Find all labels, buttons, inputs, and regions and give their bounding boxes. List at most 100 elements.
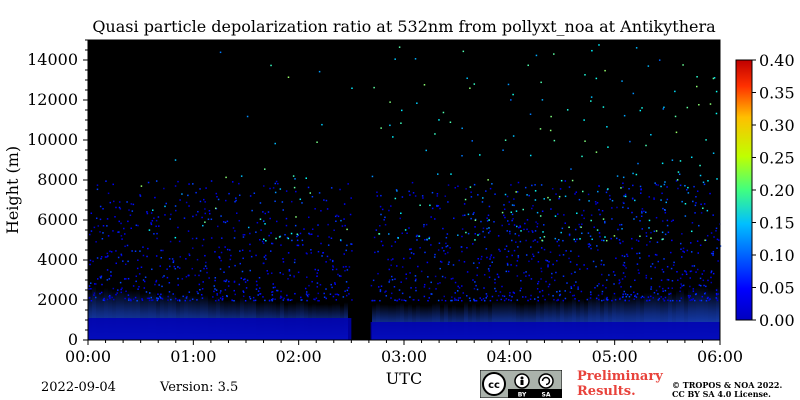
heatmap-cell [573, 294, 576, 297]
heatmap-cell [540, 278, 542, 280]
heatmap-cell [562, 275, 565, 277]
heatmap-cell [541, 99, 544, 101]
heatmap-cell [224, 221, 227, 224]
heatmap-cell [146, 255, 148, 258]
heatmap-cell [150, 212, 153, 214]
heatmap-cell [492, 301, 496, 340]
heatmap-cell [195, 237, 198, 240]
heatmap-cell [513, 204, 515, 207]
heatmap-cell [95, 217, 98, 220]
heatmap-cell [392, 258, 394, 260]
heatmap-cell [620, 286, 622, 288]
heatmap-cell [165, 202, 167, 205]
heatmap-cell [577, 286, 579, 288]
heatmap-cell [285, 190, 288, 192]
heatmap-cell [220, 290, 222, 292]
heatmap-cell [99, 231, 101, 233]
heatmap-cell [223, 280, 225, 282]
heatmap-cell [138, 285, 140, 288]
heatmap-cell [445, 245, 447, 248]
heatmap-cell [119, 208, 122, 210]
heatmap-cell [646, 299, 649, 302]
heatmap-cell [431, 293, 433, 295]
heatmap-cell [632, 184, 634, 187]
heatmap-cell [611, 207, 613, 209]
heatmap-cell [287, 76, 290, 79]
heatmap-cell [656, 241, 659, 244]
heatmap-cell [453, 297, 456, 300]
heatmap-cell [150, 222, 152, 224]
heatmap-cell [331, 286, 333, 289]
heatmap-cell [548, 283, 551, 286]
heatmap-cell [314, 298, 316, 301]
heatmap-cell [639, 257, 641, 259]
heatmap-cell [680, 288, 684, 340]
heatmap-cell [155, 180, 158, 182]
heatmap-cell [666, 198, 669, 201]
heatmap-cell [557, 239, 560, 241]
copyright-line-1: © TROPOS & NOA 2022. [672, 380, 783, 390]
heatmap-cell [530, 278, 533, 280]
heatmap-cell [647, 65, 650, 67]
heatmap-cell [649, 295, 652, 298]
heatmap-cell [517, 246, 519, 248]
heatmap-cell [622, 176, 625, 179]
heatmap-cell [150, 223, 153, 226]
heatmap-cell [670, 267, 673, 270]
heatmap-cell [707, 180, 709, 182]
heatmap-cell [519, 289, 522, 292]
heatmap-cell [679, 184, 682, 187]
heatmap-cell [494, 278, 496, 281]
heatmap-cell [688, 288, 692, 340]
heatmap-cell [539, 128, 542, 130]
heatmap-cell [228, 249, 231, 251]
heatmap-cell [586, 267, 589, 270]
heatmap-cell [661, 192, 663, 195]
heatmap-cell [459, 297, 462, 299]
heatmap-cell [601, 299, 603, 302]
heatmap-cell [160, 249, 162, 252]
heatmap-cell [375, 229, 378, 231]
heatmap-cell [636, 252, 638, 255]
heatmap-cell [100, 289, 104, 340]
heatmap-cell [255, 288, 258, 290]
heatmap-cell [253, 192, 256, 194]
heatmap-cell [575, 281, 577, 283]
heatmap-cell [184, 293, 188, 340]
heatmap-cell [178, 299, 181, 302]
heatmap-cell [253, 299, 255, 302]
heatmap-cell [501, 285, 503, 288]
heatmap-cell [143, 280, 146, 283]
heatmap-cell [156, 299, 159, 302]
heatmap-cell [681, 200, 683, 203]
heatmap-cell [332, 266, 335, 268]
heatmap-cell [591, 238, 593, 241]
heatmap-cell [131, 250, 133, 252]
heatmap-cell [301, 299, 304, 301]
heatmap-cell [155, 280, 157, 283]
heatmap-cell [716, 247, 718, 249]
heatmap-cell [280, 244, 282, 246]
heatmap-cell [489, 265, 491, 267]
heatmap-cell [595, 151, 598, 153]
heatmap-cell [457, 299, 459, 302]
heatmap-cell [655, 183, 658, 186]
heatmap-cell [305, 293, 308, 295]
heatmap-cell [212, 296, 214, 298]
heatmap-cell [584, 140, 586, 142]
heatmap-cell [110, 251, 113, 253]
heatmap-cell [699, 299, 701, 302]
heatmap-cell [293, 261, 296, 264]
heatmap-cell [553, 139, 556, 142]
heatmap-cell [527, 64, 529, 67]
heatmap-cell [322, 251, 325, 254]
heatmap-cell [595, 265, 597, 268]
heatmap-cell [263, 238, 265, 241]
heatmap-cell [537, 251, 540, 254]
heatmap-cell [280, 290, 282, 293]
heatmap-cell [396, 190, 398, 192]
heatmap-cell [135, 280, 137, 283]
heatmap-cell [441, 299, 443, 301]
heatmap-cell [662, 108, 665, 110]
heatmap-cell [628, 296, 632, 340]
